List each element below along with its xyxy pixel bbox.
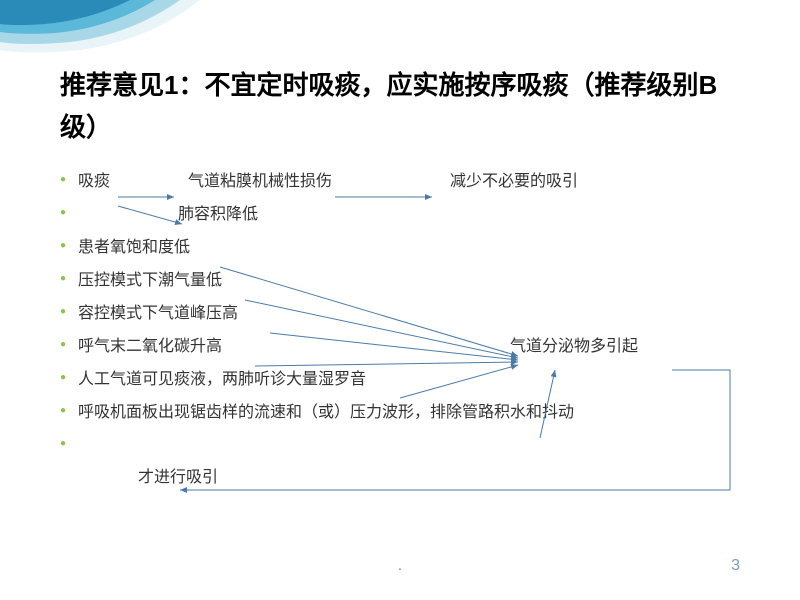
b1-p1: 吸痰 [78,170,110,194]
bullet-3: 患者氧饱和度低 [60,236,750,260]
b2-text: 肺容积降低 [178,206,258,223]
bullet-8: 呼吸机面板出现锯齿样的流速和（或）压力波形，排除管路积水和抖动 [60,401,750,425]
b1-p2: 气道粘膜机械性损伤 [188,170,332,194]
slide-title: 推荐意见1：不宜定时吸痰，应实施按序吸痰（推荐级别B级） [60,65,750,148]
bullet-6: 呼气末二氧化碳升高 气道分泌物多引起 [60,335,750,359]
bullet-list: 吸痰 气道粘膜机械性损伤 减少不必要的吸引 肺容积降低 患者氧饱和度低 压控模式… [60,170,750,458]
page-number: 3 [731,557,740,575]
b6-text: 呼气末二氧化碳升高 [78,335,222,359]
bullet-9-empty [60,434,750,458]
center-dot: . [398,557,402,575]
bullet-4: 压控模式下潮气量低 [60,269,750,293]
bullet-5: 容控模式下气道峰压高 [60,302,750,326]
final-text: 才进行吸引 [60,463,750,487]
b1-p3: 减少不必要的吸引 [450,170,578,194]
b6-right: 气道分泌物多引起 [510,335,638,359]
bullet-2: 肺容积降低 [60,203,750,227]
bullet-1: 吸痰 气道粘膜机械性损伤 减少不必要的吸引 [60,170,750,194]
bullet-7: 人工气道可见痰液，两肺听诊大量湿罗音 [60,368,750,392]
